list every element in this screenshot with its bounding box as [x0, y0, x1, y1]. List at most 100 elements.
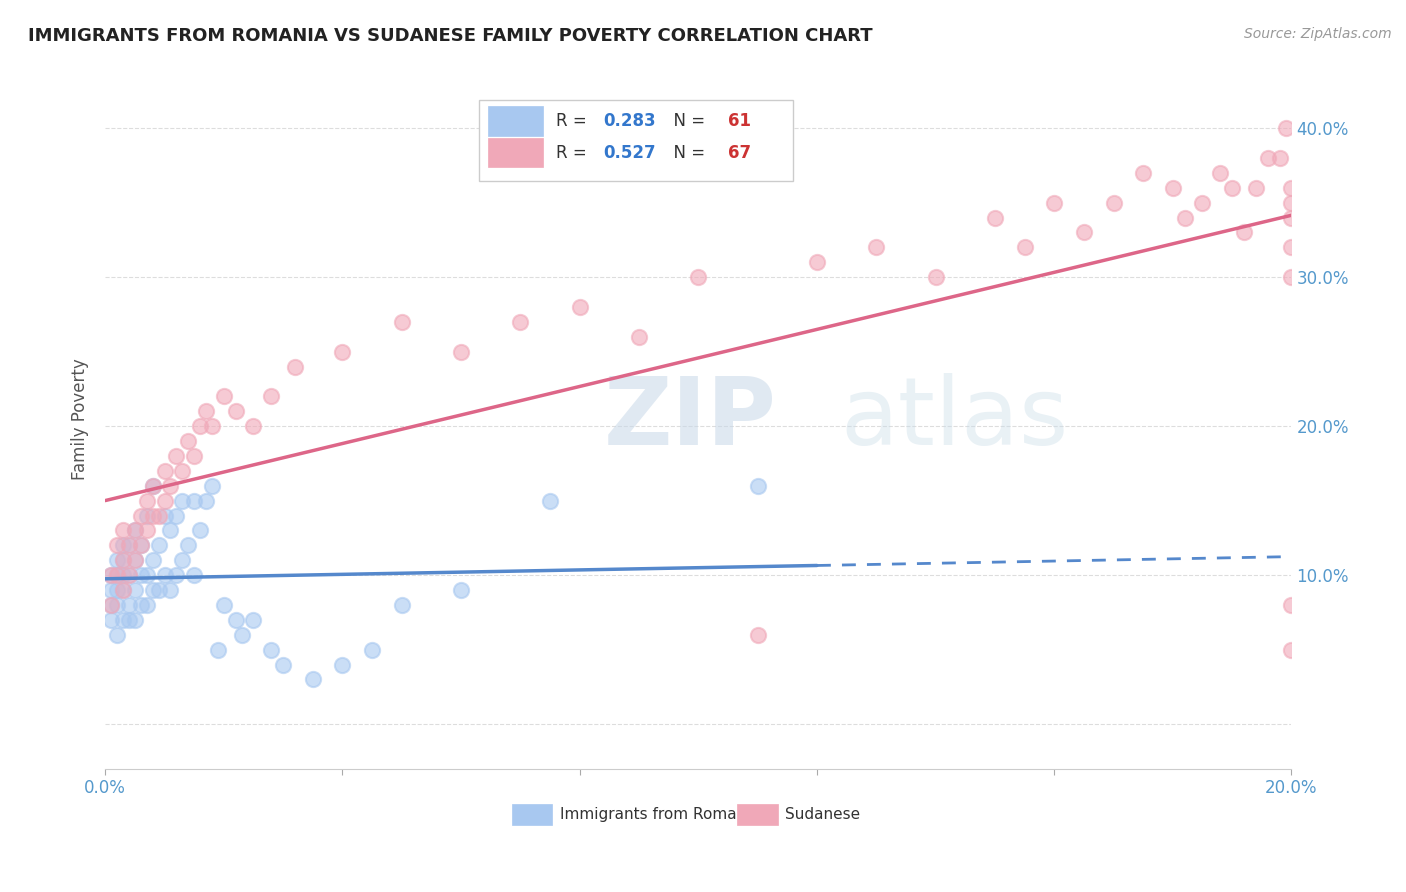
Y-axis label: Family Poverty: Family Poverty — [72, 358, 89, 480]
Point — [271, 657, 294, 672]
Point — [105, 628, 128, 642]
Point — [242, 419, 264, 434]
Point — [135, 524, 157, 538]
Text: atlas: atlas — [841, 373, 1069, 465]
Point — [100, 598, 122, 612]
Point — [177, 434, 200, 448]
Point — [100, 613, 122, 627]
Point — [1281, 195, 1303, 210]
Point — [301, 673, 323, 687]
Text: 0.527: 0.527 — [603, 144, 657, 161]
Point — [105, 568, 128, 582]
Point — [153, 493, 176, 508]
Point — [747, 628, 769, 642]
Point — [165, 508, 187, 523]
Text: Immigrants from Romania: Immigrants from Romania — [560, 807, 759, 822]
Point — [225, 404, 247, 418]
Point — [1257, 151, 1279, 165]
Point — [129, 508, 152, 523]
Point — [188, 419, 211, 434]
Point — [159, 524, 181, 538]
Point — [165, 568, 187, 582]
Point — [124, 583, 146, 598]
Point — [153, 464, 176, 478]
Text: R =: R = — [555, 144, 592, 161]
Text: 0.283: 0.283 — [603, 112, 657, 130]
Text: Source: ZipAtlas.com: Source: ZipAtlas.com — [1244, 27, 1392, 41]
Point — [1281, 240, 1303, 254]
Point — [135, 568, 157, 582]
Point — [142, 508, 165, 523]
Point — [212, 598, 235, 612]
Point — [195, 493, 218, 508]
Point — [1132, 166, 1154, 180]
Point — [1268, 151, 1291, 165]
Point — [129, 538, 152, 552]
Point — [142, 553, 165, 567]
Point — [118, 568, 141, 582]
Point — [124, 553, 146, 567]
Point — [111, 524, 134, 538]
Text: Sudanese: Sudanese — [785, 807, 860, 822]
Point — [135, 598, 157, 612]
Point — [100, 598, 122, 612]
Point — [1174, 211, 1197, 225]
Point — [450, 583, 472, 598]
Point — [924, 270, 946, 285]
Point — [153, 508, 176, 523]
Point — [1274, 121, 1296, 136]
Point — [118, 538, 141, 552]
FancyBboxPatch shape — [479, 100, 793, 180]
Point — [159, 583, 181, 598]
Point — [1281, 270, 1303, 285]
Point — [450, 344, 472, 359]
Point — [1209, 166, 1232, 180]
FancyBboxPatch shape — [488, 106, 543, 136]
Text: 61: 61 — [728, 112, 751, 130]
Point — [124, 613, 146, 627]
Point — [242, 613, 264, 627]
Point — [260, 642, 283, 657]
Point — [806, 255, 828, 269]
Point — [1102, 195, 1125, 210]
FancyBboxPatch shape — [488, 138, 543, 168]
FancyBboxPatch shape — [738, 805, 778, 824]
Point — [183, 493, 205, 508]
Point — [172, 553, 194, 567]
Point — [148, 508, 170, 523]
Point — [142, 479, 165, 493]
Point — [1014, 240, 1036, 254]
Point — [105, 568, 128, 582]
Point — [111, 553, 134, 567]
Text: N =: N = — [662, 144, 710, 161]
Point — [201, 419, 224, 434]
Point — [118, 538, 141, 552]
Point — [284, 359, 307, 374]
Point — [105, 538, 128, 552]
Point — [142, 583, 165, 598]
Text: R =: R = — [555, 112, 592, 130]
Point — [1191, 195, 1213, 210]
Point — [188, 524, 211, 538]
Point — [111, 553, 134, 567]
Point — [865, 240, 887, 254]
Point — [118, 613, 141, 627]
Point — [129, 568, 152, 582]
Point — [177, 538, 200, 552]
Text: 67: 67 — [728, 144, 751, 161]
Point — [183, 449, 205, 463]
Point — [111, 538, 134, 552]
Point — [568, 300, 591, 314]
Point — [105, 583, 128, 598]
Point — [627, 330, 650, 344]
Point — [332, 344, 354, 359]
Point — [148, 538, 170, 552]
Point — [100, 568, 122, 582]
Point — [1073, 226, 1095, 240]
Point — [201, 479, 224, 493]
Point — [111, 583, 134, 598]
Point — [165, 449, 187, 463]
Point — [212, 389, 235, 403]
Point — [332, 657, 354, 672]
Point — [172, 493, 194, 508]
